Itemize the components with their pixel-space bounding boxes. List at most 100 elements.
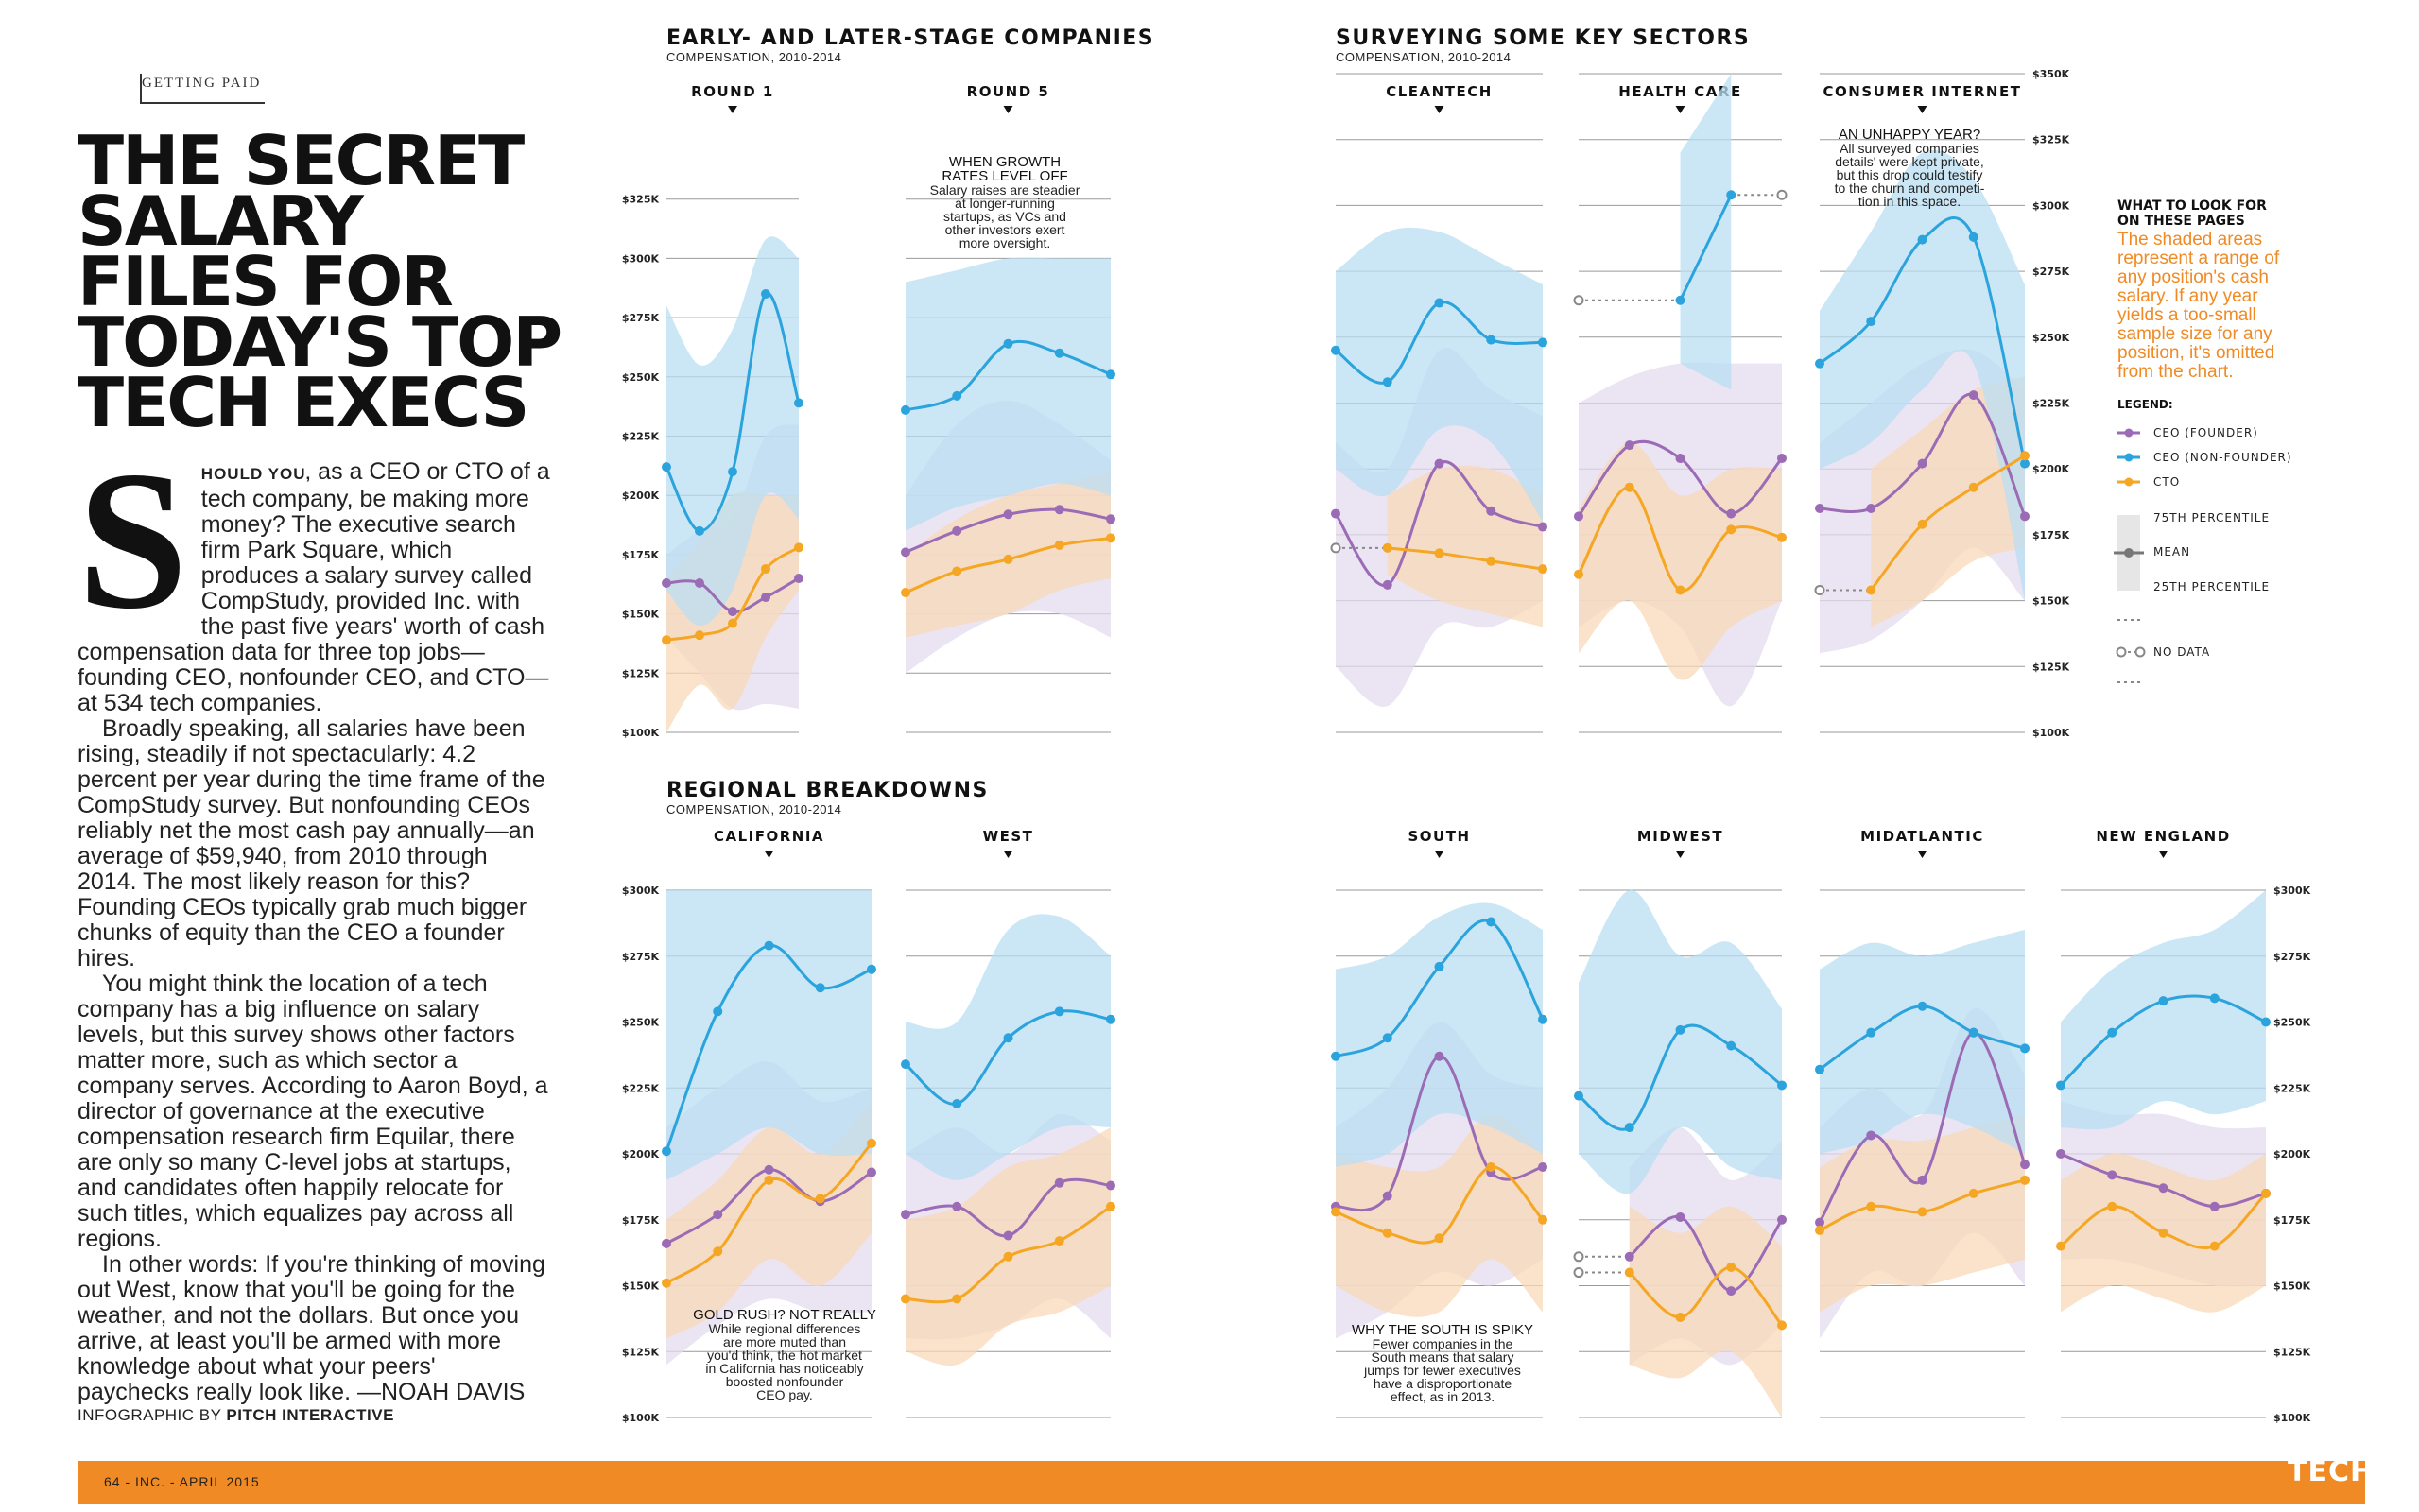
series-line-cto xyxy=(1870,454,2026,592)
legend-no-data-label: NO DATA xyxy=(2153,645,2210,659)
data-point-nonfounder xyxy=(1434,961,1444,971)
panel-consumer: CONSUMER INTERNET xyxy=(1814,83,2030,654)
data-point-founder xyxy=(1106,1180,1115,1191)
series-line-nonfounder xyxy=(1335,919,1545,1058)
data-point-founder xyxy=(794,573,803,583)
band-cto xyxy=(1871,376,2025,627)
data-point-founder xyxy=(1968,390,1978,401)
data-point-founder xyxy=(1726,1286,1736,1297)
data-point-nonfounder xyxy=(1574,1091,1583,1101)
y-tick-label: $275K xyxy=(622,312,660,324)
section-title: SURVEYING SOME KEY SECTORS xyxy=(1336,26,1751,50)
annotation-consumer: AN UNHAPPY YEAR?All surveyed companiesde… xyxy=(1835,127,1985,209)
data-point-nonfounder xyxy=(952,1098,962,1108)
y-tick-label: $200K xyxy=(622,1148,660,1160)
data-point-cto xyxy=(1003,1251,1013,1262)
series-line-cto xyxy=(1387,546,1544,571)
chevron-down-icon xyxy=(728,106,737,113)
data-point-nonfounder xyxy=(1866,317,1876,327)
chevron-down-icon xyxy=(1003,850,1013,858)
series-line-nonfounder xyxy=(665,944,873,1152)
data-point-cto xyxy=(1486,556,1496,566)
data-point-nonfounder xyxy=(1968,232,1978,242)
annotation-text: but this drop could testify xyxy=(1837,167,1983,182)
data-point-founder xyxy=(952,525,962,536)
data-point-cto xyxy=(1624,482,1634,492)
data-point-founder xyxy=(2020,511,2030,522)
kicker: GETTING PAID xyxy=(142,76,262,91)
series-line-cto xyxy=(1335,1165,1545,1245)
chart-group-0: $100K $125K $150K $175K $200K $225K $250K $275K… xyxy=(622,83,1115,739)
data-point-cto xyxy=(1726,1262,1736,1272)
data-point-cto xyxy=(901,588,910,598)
data-point-founder xyxy=(1331,508,1340,519)
data-point-nonfounder xyxy=(1106,369,1115,380)
data-point-nonfounder xyxy=(1486,917,1496,927)
y-tick-label: $300K xyxy=(2273,885,2311,897)
y-tick-label: $325K xyxy=(622,194,660,206)
data-point-nonfounder xyxy=(1003,1033,1013,1043)
data-point-cto xyxy=(1538,1214,1547,1225)
legend-text-line: position, it's omitted xyxy=(2117,343,2275,363)
data-point-founder xyxy=(1726,508,1736,519)
legend-band-label: 25TH PERCENTILE xyxy=(2153,580,2270,593)
panel-cleantech: CLEANTECH xyxy=(1330,83,1547,707)
data-point-cto xyxy=(1624,1267,1634,1278)
band-nonfounder xyxy=(906,257,1111,531)
data-point-cto xyxy=(1106,533,1115,543)
y-tick-label: $300K xyxy=(2032,199,2070,212)
band-nonfounder xyxy=(1579,889,1782,1194)
data-point-nonfounder xyxy=(1331,345,1340,355)
data-point-nonfounder xyxy=(867,964,876,974)
band-cto xyxy=(666,1101,872,1339)
y-tick-label: $350K xyxy=(2032,68,2070,80)
y-tick-label: $100K xyxy=(622,1412,660,1424)
data-point-nonfounder xyxy=(901,1059,910,1070)
data-point-cto xyxy=(1917,519,1927,529)
data-point-founder xyxy=(1538,1161,1547,1172)
data-point-nonfounder xyxy=(761,289,770,300)
y-tick-label: $200K xyxy=(622,490,660,502)
data-point-cto xyxy=(1675,585,1685,595)
section-title: REGIONAL BREAKDOWNS xyxy=(666,779,989,802)
data-point-cto xyxy=(1106,1201,1115,1211)
data-point-cto xyxy=(952,566,962,576)
panel-title: MIDWEST xyxy=(1637,828,1723,845)
data-point-cto xyxy=(1917,1207,1927,1217)
legend-title: LEGEND: xyxy=(2117,398,2173,411)
article-body: S HOULD YOU, as a CEO or CTO of a tech c… xyxy=(78,441,550,1405)
panel-title: WEST xyxy=(983,828,1034,845)
data-point-nonfounder xyxy=(1382,1033,1392,1043)
data-point-cto xyxy=(815,1194,825,1204)
headline-line: SALARY xyxy=(78,181,364,261)
data-point-nonfounder xyxy=(662,462,671,472)
data-point-cto xyxy=(867,1138,876,1148)
data-point-cto xyxy=(1538,564,1547,575)
data-point-cto xyxy=(2158,1228,2168,1238)
data-point-founder xyxy=(1003,509,1013,520)
credit-name: PITCH INTERACTIVE xyxy=(226,1406,394,1424)
annotation-title: WHY THE SOUTH IS SPIKY xyxy=(1352,1322,1533,1338)
data-point-nonfounder xyxy=(1538,337,1547,348)
chevron-down-icon xyxy=(764,850,774,858)
y-tick-label: $200K xyxy=(2273,1148,2311,1160)
data-point-founder xyxy=(1106,514,1115,524)
data-point-founder xyxy=(1917,458,1927,469)
chevron-down-icon xyxy=(1434,850,1444,858)
section-stage-header: EARLY- AND LATER-STAGE COMPANIES COMPENS… xyxy=(666,26,1154,64)
no-data-marker xyxy=(1330,542,1341,554)
annotation-text: other investors exert xyxy=(945,222,1065,237)
y-tick-label: $150K xyxy=(2032,595,2070,608)
band-nonfounder xyxy=(666,890,872,1180)
data-point-nonfounder xyxy=(728,467,737,477)
annotation-text: in California has noticeably xyxy=(705,1361,863,1376)
data-point-nonfounder xyxy=(1382,377,1392,387)
band-cto xyxy=(1387,465,1543,627)
panel-south: SOUTH xyxy=(1331,828,1547,1339)
legend-text-line: yields a too-small xyxy=(2117,305,2256,325)
data-point-cto xyxy=(764,1175,774,1185)
annotation-text: tion in this space. xyxy=(1858,194,1961,209)
legend-series-label: CTO xyxy=(2153,475,2180,489)
data-point-founder xyxy=(1434,1051,1444,1061)
series-line-nonfounder xyxy=(1819,216,2027,464)
